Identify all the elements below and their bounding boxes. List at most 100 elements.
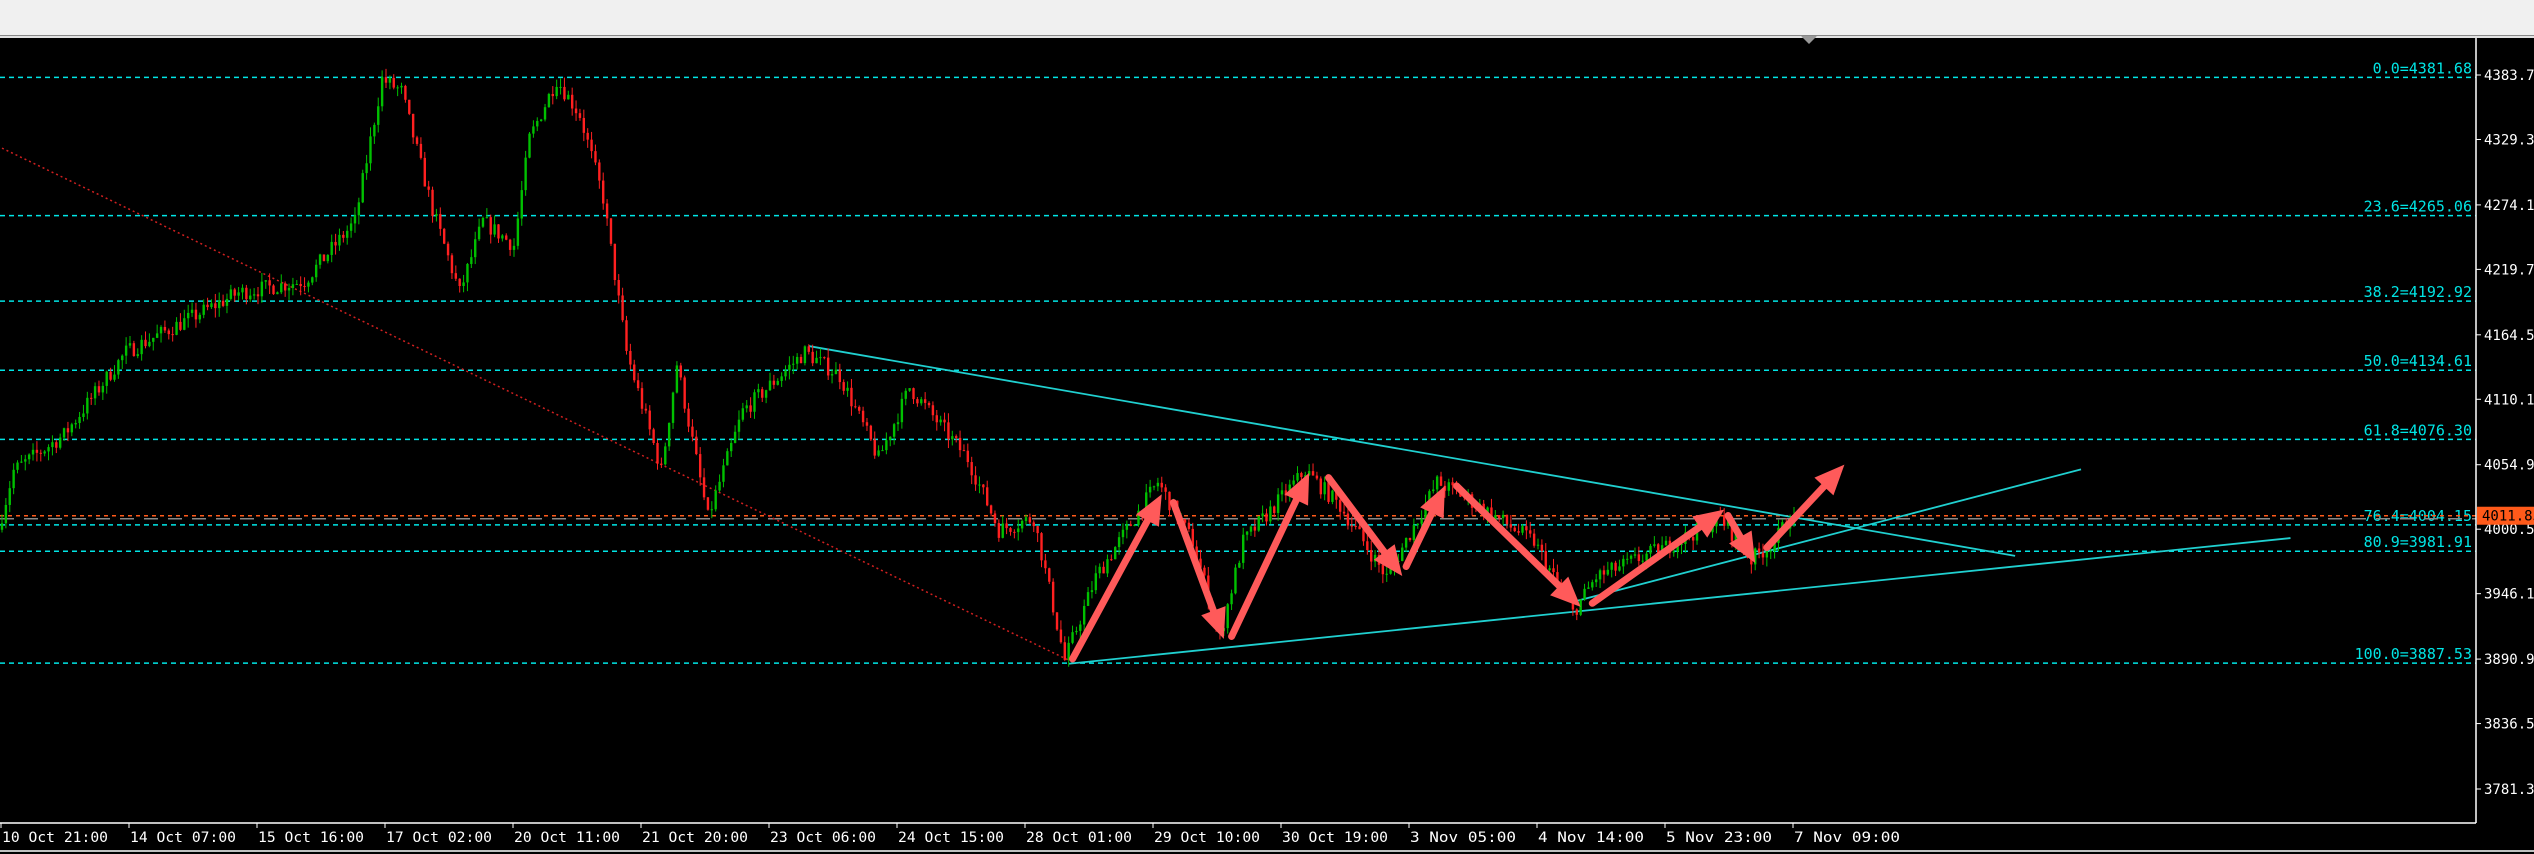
candle-body — [1024, 517, 1028, 521]
trendline — [1068, 537, 2291, 665]
candle-body — [303, 286, 306, 288]
candle-body — [70, 424, 74, 433]
candle-body — [1579, 599, 1582, 615]
candle-body — [1641, 560, 1644, 562]
candle-body — [105, 371, 108, 386]
candle-body — [1121, 529, 1125, 538]
candle-body — [1691, 536, 1695, 541]
candle-body — [625, 320, 628, 351]
candle-body — [1428, 491, 1431, 504]
candle-body — [1187, 522, 1191, 529]
candle-body — [186, 312, 190, 319]
candle-body — [1117, 537, 1121, 548]
candle-body — [462, 282, 465, 287]
candle-body — [764, 390, 768, 398]
candle-body — [555, 86, 558, 97]
candle-body — [757, 389, 760, 393]
candle-body — [1245, 531, 1249, 535]
x-tick-label: 3 Nov 05:00 — [1410, 830, 1516, 846]
candle-body — [1587, 587, 1590, 589]
y-tick-label: 4219.70 — [2484, 262, 2534, 278]
x-tick-label: 23 Oct 06:00 — [770, 830, 876, 846]
candle-body — [1761, 552, 1765, 558]
candle-body — [1583, 588, 1586, 600]
arrow-head — [1814, 464, 1845, 496]
candle-body — [1191, 528, 1194, 547]
candle-body — [396, 87, 399, 89]
x-tick-label: 20 Oct 11:00 — [514, 830, 620, 846]
candle-body — [260, 281, 264, 297]
candle-body — [155, 333, 159, 338]
candle-body — [0, 523, 4, 530]
fibonacci-levels: 0.0=4381.68 23.6=4265.06 38.2=4192.92 50.0=… — [0, 59, 2476, 664]
candle-body — [466, 263, 469, 283]
candle-body — [714, 490, 717, 510]
candle-body — [214, 303, 217, 309]
candle-body — [1125, 524, 1129, 530]
arrow-shaft — [1453, 482, 1563, 590]
candle-body — [1536, 544, 1540, 546]
candle-body — [1626, 558, 1629, 560]
arrow-head — [1550, 576, 1581, 607]
candle-body — [1366, 541, 1369, 551]
candle-body — [532, 126, 535, 134]
candle-body — [528, 133, 531, 158]
candle-body — [400, 85, 403, 88]
candle-body — [1769, 551, 1772, 553]
candle-body — [291, 284, 295, 288]
candle-body — [1020, 520, 1024, 529]
candle-body — [1629, 555, 1633, 559]
candle-body — [233, 289, 236, 296]
candle-body — [920, 399, 923, 404]
candle-body — [730, 442, 733, 452]
candle-body — [322, 254, 326, 262]
candle-body — [1773, 542, 1776, 552]
candle-body — [590, 139, 593, 152]
candle-body — [109, 371, 112, 380]
candle-body — [20, 461, 23, 463]
candle-body — [602, 180, 605, 204]
candle-body — [1168, 491, 1171, 511]
candle-body — [78, 416, 81, 423]
candle-body — [330, 241, 333, 255]
candle-body — [1362, 529, 1365, 542]
candle-body — [947, 422, 950, 440]
candle-body — [749, 405, 752, 412]
arrow-shaft — [1069, 517, 1151, 663]
candle-body — [4, 504, 8, 524]
candle-body — [1420, 518, 1423, 524]
candle-body — [1280, 490, 1284, 495]
current-price-tag — [2477, 506, 2534, 525]
candle-body — [966, 450, 970, 463]
candle-body — [1013, 531, 1016, 533]
candle-body — [1509, 524, 1513, 528]
candle-body — [640, 388, 644, 409]
arrow-shaft — [1169, 499, 1217, 615]
candle-body — [454, 273, 458, 279]
candle-body — [710, 509, 714, 511]
x-tick-label: 14 Oct 07:00 — [130, 830, 236, 846]
candle-body — [664, 446, 667, 465]
candle-body — [1296, 473, 1299, 481]
candle-body — [419, 143, 423, 158]
candle-body — [1238, 562, 1241, 568]
candle-body — [318, 254, 322, 265]
candle-body — [993, 513, 997, 524]
candle-body — [889, 436, 892, 441]
candle-body — [1432, 489, 1435, 492]
candle-body — [1750, 556, 1753, 565]
candle-body — [858, 406, 861, 411]
candle-body — [1781, 522, 1784, 528]
candle-body — [1044, 560, 1047, 569]
candle-body — [982, 484, 985, 488]
candle-body — [617, 280, 620, 296]
candle-body — [718, 481, 721, 491]
arrow-shaft — [1763, 483, 1828, 552]
candle-body — [1435, 476, 1439, 490]
y-tick-label: 4274.10 — [2484, 198, 2534, 214]
candle-body — [43, 451, 46, 454]
candle-body — [598, 162, 601, 181]
candle-body — [1726, 521, 1730, 526]
candle-body — [846, 387, 849, 391]
